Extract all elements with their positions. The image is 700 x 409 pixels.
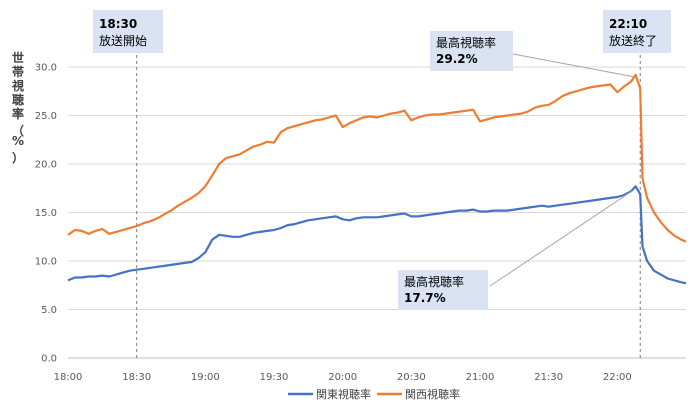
x-axis-tick-labels: 18:00 18:30 19:00 19:30 20:00 20:30 21:00 21:30… — [54, 372, 632, 383]
annotation-callout: 最高視聴率 29.2% — [430, 31, 634, 78]
x-tick-label: 18:00 — [54, 372, 83, 383]
legend-label-kanto: 関東視聴率 — [316, 387, 371, 401]
x-tick-label: 18:30 — [122, 372, 151, 383]
y-axis-title: 世帯視聴率（%） — [11, 50, 24, 165]
callout-line1: 最高視聴率 — [404, 274, 464, 289]
legend-label-kansai: 関西視聴率 — [405, 387, 460, 401]
series-line-kansai — [67, 73, 687, 243]
series-lines — [67, 73, 687, 285]
callout-leader-line — [512, 53, 634, 78]
callout-line2: 29.2% — [436, 52, 478, 66]
event-time: 18:30 — [99, 17, 137, 31]
gridlines — [68, 66, 686, 359]
y-tick-label: 20.0 — [35, 160, 57, 171]
event-caption: 放送終了 — [609, 33, 657, 48]
series-line-kanto — [67, 185, 687, 285]
event-label-box — [603, 10, 671, 53]
x-tick-label: 19:00 — [191, 372, 220, 383]
legend: 関東視聴率 関西視聴率 — [288, 387, 460, 401]
callout-box — [430, 31, 513, 71]
y-tick-label: 25.0 — [35, 111, 57, 122]
x-tick-label: 22:00 — [603, 372, 632, 383]
event-label-box — [93, 10, 163, 53]
y-axis-label: 世帯視聴率（%） — [11, 50, 24, 165]
callout-line2: 17.7% — [404, 291, 446, 305]
y-tick-label: 30.0 — [35, 63, 57, 74]
y-axis-tick-labels: 0.0 5.0 10.0 15.0 20.0 25.0 30.0 — [35, 63, 57, 365]
annotation-callout: 最高視聴率 17.7% — [398, 190, 632, 310]
x-tick-label: 20:00 — [328, 372, 357, 383]
callout-line1: 最高視聴率 — [436, 35, 496, 50]
event-label: 22:10 放送終了 — [603, 10, 671, 53]
y-tick-label: 15.0 — [35, 208, 57, 219]
event-time: 22:10 — [609, 17, 647, 31]
x-tick-label: 21:00 — [466, 372, 495, 383]
y-tick-label: 10.0 — [35, 257, 57, 268]
callout-leader-line — [489, 190, 632, 287]
y-tick-label: 5.0 — [41, 305, 57, 316]
event-label: 18:30 放送開始 — [93, 10, 163, 53]
x-tick-label: 20:30 — [397, 372, 426, 383]
x-tick-label: 21:30 — [534, 372, 563, 383]
x-tick-label: 19:30 — [260, 372, 289, 383]
event-marker-lines — [136, 55, 641, 358]
event-caption: 放送開始 — [99, 33, 147, 48]
y-tick-label: 0.0 — [41, 354, 57, 365]
callout-box — [398, 270, 488, 310]
